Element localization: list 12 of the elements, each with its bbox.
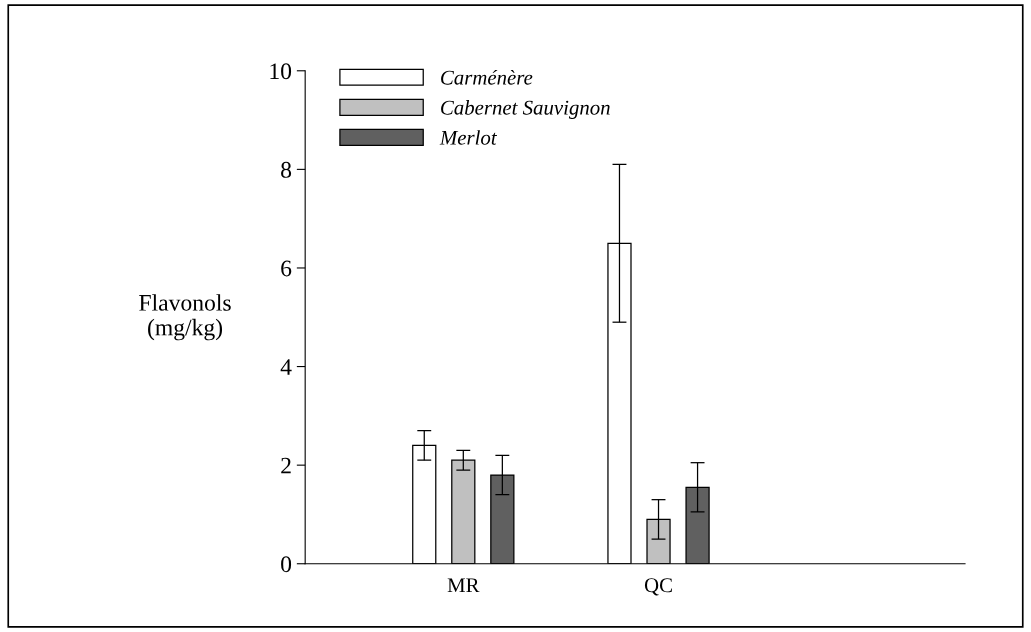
legend-label: Merlot (439, 130, 498, 145)
x-tick-label: QC (644, 578, 672, 596)
legend-label: Carménère (441, 69, 533, 85)
y-tick-label: 0 (281, 556, 292, 573)
legend-label: Cabernet Sauvignon (441, 100, 610, 119)
x-tick-label: MR (447, 578, 480, 593)
y-axis-title: Flavonols (mg/kg) (139, 294, 231, 341)
y-tick-label: 4 (280, 359, 292, 375)
y-tick-label: 8 (281, 161, 292, 178)
y-tick-label: 2 (281, 457, 291, 474)
y-tick-label: 10 (270, 63, 292, 80)
y-tick-label: 6 (281, 260, 292, 277)
